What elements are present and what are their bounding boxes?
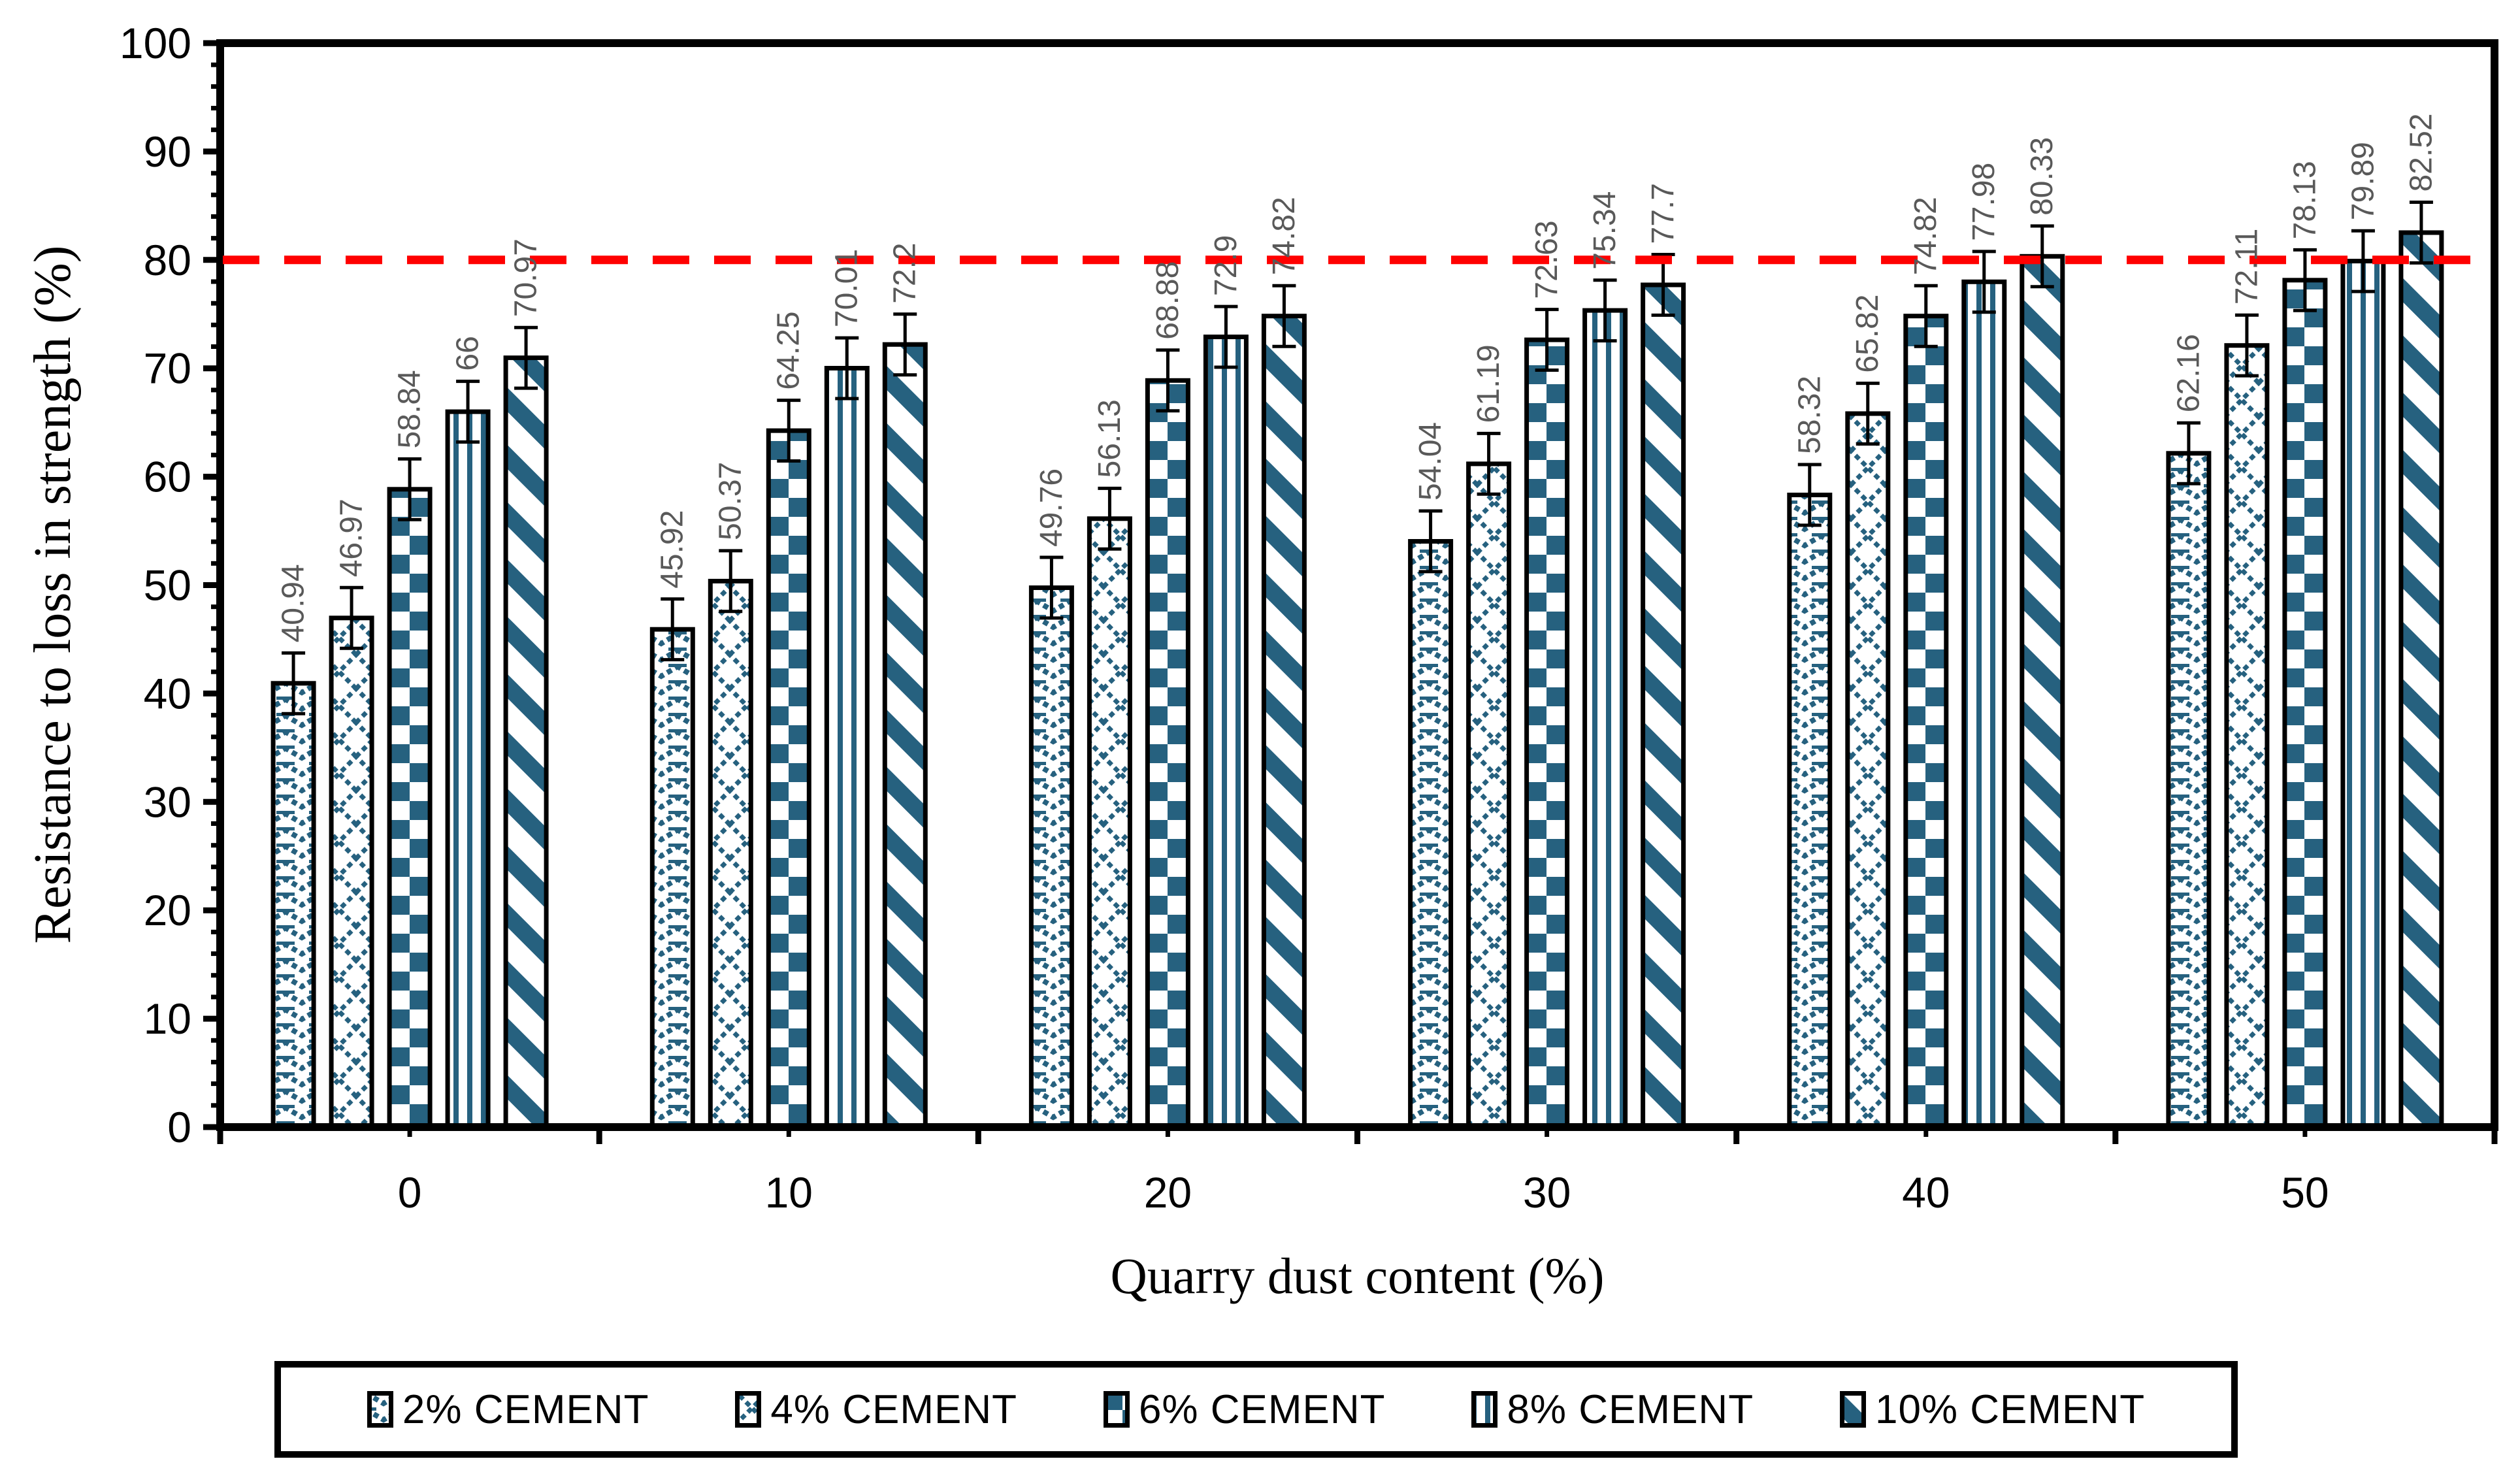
svg-text:50: 50 xyxy=(2281,1168,2329,1217)
svg-text:79.89: 79.89 xyxy=(2346,142,2380,220)
svg-text:56.13: 56.13 xyxy=(1092,399,1127,478)
svg-text:72.63: 72.63 xyxy=(1530,220,1564,299)
svg-text:77.98: 77.98 xyxy=(1967,163,2001,241)
legend-swatch-4pct-icon xyxy=(735,1391,762,1428)
legend-item-2pct-cement: 2% CEMENT xyxy=(367,1386,649,1433)
svg-text:80: 80 xyxy=(144,236,191,284)
legend-label-4pct: 4% CEMENT xyxy=(770,1386,1018,1432)
svg-text:90: 90 xyxy=(144,127,191,176)
legend-item-6pct-cement: 6% CEMENT xyxy=(1103,1386,1386,1433)
legend: 2% CEMENT 4% CEMENT 6% CEMENT 8% CEMENT … xyxy=(274,1361,2238,1458)
svg-text:58.84: 58.84 xyxy=(393,370,427,448)
svg-text:10: 10 xyxy=(144,994,191,1043)
svg-text:30: 30 xyxy=(1523,1168,1571,1217)
svg-text:100: 100 xyxy=(120,19,191,67)
svg-text:10: 10 xyxy=(765,1168,813,1217)
svg-text:20: 20 xyxy=(1144,1168,1192,1217)
svg-text:72.2: 72.2 xyxy=(888,242,923,303)
svg-text:77.7: 77.7 xyxy=(1646,183,1680,244)
svg-text:70: 70 xyxy=(144,344,191,393)
legend-swatch-8pct-icon xyxy=(1471,1391,1498,1428)
x-axis-title: Quarry dust content (%) xyxy=(1110,1247,1605,1304)
legend-label-2pct: 2% CEMENT xyxy=(402,1386,649,1432)
svg-text:61.19: 61.19 xyxy=(1471,344,1506,423)
svg-text:50: 50 xyxy=(144,561,191,610)
svg-text:70.97: 70.97 xyxy=(509,238,544,317)
svg-text:66: 66 xyxy=(451,336,485,370)
legend-label-8pct: 8% CEMENT xyxy=(1507,1386,1754,1432)
svg-text:50.37: 50.37 xyxy=(713,462,748,540)
svg-text:46.97: 46.97 xyxy=(335,499,369,577)
svg-text:40: 40 xyxy=(1902,1168,1950,1217)
legend-label-10pct: 10% CEMENT xyxy=(1874,1386,2146,1432)
svg-text:40.94: 40.94 xyxy=(276,564,311,642)
svg-text:80.33: 80.33 xyxy=(2025,137,2059,216)
svg-text:58.32: 58.32 xyxy=(1792,376,1827,454)
svg-text:75.34: 75.34 xyxy=(1588,191,1622,270)
svg-text:45.92: 45.92 xyxy=(655,510,690,589)
svg-text:64.25: 64.25 xyxy=(772,311,806,389)
svg-text:60: 60 xyxy=(144,453,191,501)
svg-text:20: 20 xyxy=(144,886,191,934)
svg-text:40: 40 xyxy=(144,669,191,717)
legend-swatch-6pct-icon xyxy=(1103,1391,1130,1428)
svg-text:62.16: 62.16 xyxy=(2171,334,2206,412)
legend-swatch-10pct-icon xyxy=(1839,1391,1866,1428)
plot-area: 0 10 20 30 40 50 60 70 80 90 100 0 10 20 30 40 50 40.94 46… xyxy=(120,19,2498,1217)
legend-swatch-2pct-icon xyxy=(367,1391,393,1428)
legend-item-4pct-cement: 4% CEMENT xyxy=(735,1386,1017,1433)
legend-item-8pct-cement: 8% CEMENT xyxy=(1471,1386,1754,1433)
svg-text:74.82: 74.82 xyxy=(1908,197,1943,275)
svg-text:0: 0 xyxy=(398,1168,422,1217)
svg-text:30: 30 xyxy=(144,778,191,826)
svg-text:70.01: 70.01 xyxy=(830,249,864,327)
svg-text:65.82: 65.82 xyxy=(1850,294,1885,372)
svg-text:68.88: 68.88 xyxy=(1151,261,1185,340)
svg-text:74.82: 74.82 xyxy=(1267,197,1301,275)
svg-text:72.11: 72.11 xyxy=(2229,229,2264,305)
svg-text:78.13: 78.13 xyxy=(2287,161,2322,239)
legend-label-6pct: 6% CEMENT xyxy=(1138,1386,1386,1432)
y-axis-title: Resistance to loss in strength (%) xyxy=(24,245,82,944)
svg-text:82.52: 82.52 xyxy=(2404,113,2438,191)
svg-text:54.04: 54.04 xyxy=(1413,422,1448,500)
svg-text:49.76: 49.76 xyxy=(1034,468,1069,547)
svg-text:72.9: 72.9 xyxy=(1209,235,1243,296)
legend-item-10pct-cement: 10% CEMENT xyxy=(1839,1386,2146,1433)
svg-text:0: 0 xyxy=(167,1103,191,1151)
